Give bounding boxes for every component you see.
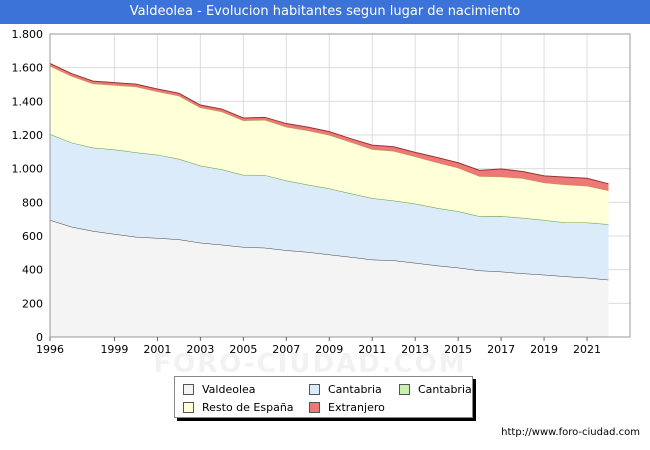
legend-item-resto-espana: Resto de España bbox=[183, 399, 294, 415]
legend: Valdeolea Cantabria Cantabria Resto de E… bbox=[174, 376, 473, 418]
legend-label-resto-espana: Resto de España bbox=[202, 400, 294, 414]
legend-label-cantabria: Cantabria bbox=[328, 382, 382, 396]
legend-item-extranjero: Extranjero bbox=[309, 399, 385, 415]
legend-item-cantabria: Cantabria bbox=[309, 381, 382, 397]
x-tick-label: 2011 bbox=[358, 343, 386, 356]
y-axis-ticks: 0 200 400 600 800 1.000 1.200 1.400 1.600 1.800 bbox=[12, 28, 44, 344]
x-tick-label: 2017 bbox=[487, 343, 515, 356]
y-tick-label: 800 bbox=[22, 196, 43, 209]
x-tick-label: 2013 bbox=[401, 343, 429, 356]
legend-label-cantabria-2: Cantabria bbox=[418, 382, 472, 396]
legend-label-valdeolea: Valdeolea bbox=[202, 382, 256, 396]
source-url[interactable]: http://www.foro-ciudad.com bbox=[501, 427, 640, 438]
area-series-4 bbox=[50, 63, 609, 191]
x-tick-label: 2007 bbox=[272, 343, 300, 356]
chart-title: Valdeolea - Evolucion habitantes segun l… bbox=[0, 0, 650, 24]
legend-swatch-valdeolea bbox=[183, 383, 194, 395]
x-tick-label: 2005 bbox=[229, 343, 257, 356]
y-tick-label: 1.200 bbox=[12, 129, 44, 142]
legend-swatch-cantabria-2 bbox=[399, 383, 410, 395]
legend-swatch-extranjero bbox=[309, 401, 320, 413]
y-tick-label: 600 bbox=[22, 230, 43, 243]
legend-swatch-resto-espana bbox=[183, 401, 194, 413]
y-tick-label: 1.400 bbox=[12, 95, 44, 108]
x-tick-label: 2021 bbox=[573, 343, 601, 356]
stacked-areas bbox=[49, 63, 609, 337]
area-line-series-0 bbox=[49, 219, 609, 281]
watermark-text: FORO-CIUDAD.COM bbox=[153, 349, 466, 379]
x-tick-label: 1996 bbox=[36, 343, 64, 356]
y-tick-label: 1.800 bbox=[12, 28, 44, 41]
y-tick-label: 200 bbox=[22, 297, 43, 310]
y-tick-label: 0 bbox=[36, 331, 43, 344]
y-tick-label: 1.600 bbox=[12, 62, 44, 75]
plot-frame bbox=[49, 33, 631, 338]
x-tick-label: 1999 bbox=[100, 343, 128, 356]
legend-item-cantabria-2: Cantabria bbox=[399, 381, 472, 397]
x-tick-label: 2015 bbox=[444, 343, 472, 356]
area-series-0 bbox=[50, 220, 609, 337]
area-series-3 bbox=[50, 65, 609, 225]
x-tick-label: 2001 bbox=[143, 343, 171, 356]
area-line-series-4 bbox=[49, 63, 609, 185]
x-tick-label: 2003 bbox=[186, 343, 214, 356]
legend-item-valdeolea: Valdeolea bbox=[183, 381, 256, 397]
legend-swatch-cantabria bbox=[309, 383, 320, 395]
legend-label-extranjero: Extranjero bbox=[328, 400, 385, 414]
area-series-1 bbox=[50, 134, 609, 280]
x-tick-label: 2019 bbox=[530, 343, 558, 356]
area-line-series-3 bbox=[49, 65, 609, 192]
y-tick-label: 400 bbox=[22, 264, 43, 277]
y-tick-label: 1.000 bbox=[12, 163, 44, 176]
x-axis-ticks: 1996 1999 2001 2003 2005 2007 2009 2011 2013 2015… bbox=[36, 337, 601, 356]
x-tick-label: 2009 bbox=[315, 343, 343, 356]
